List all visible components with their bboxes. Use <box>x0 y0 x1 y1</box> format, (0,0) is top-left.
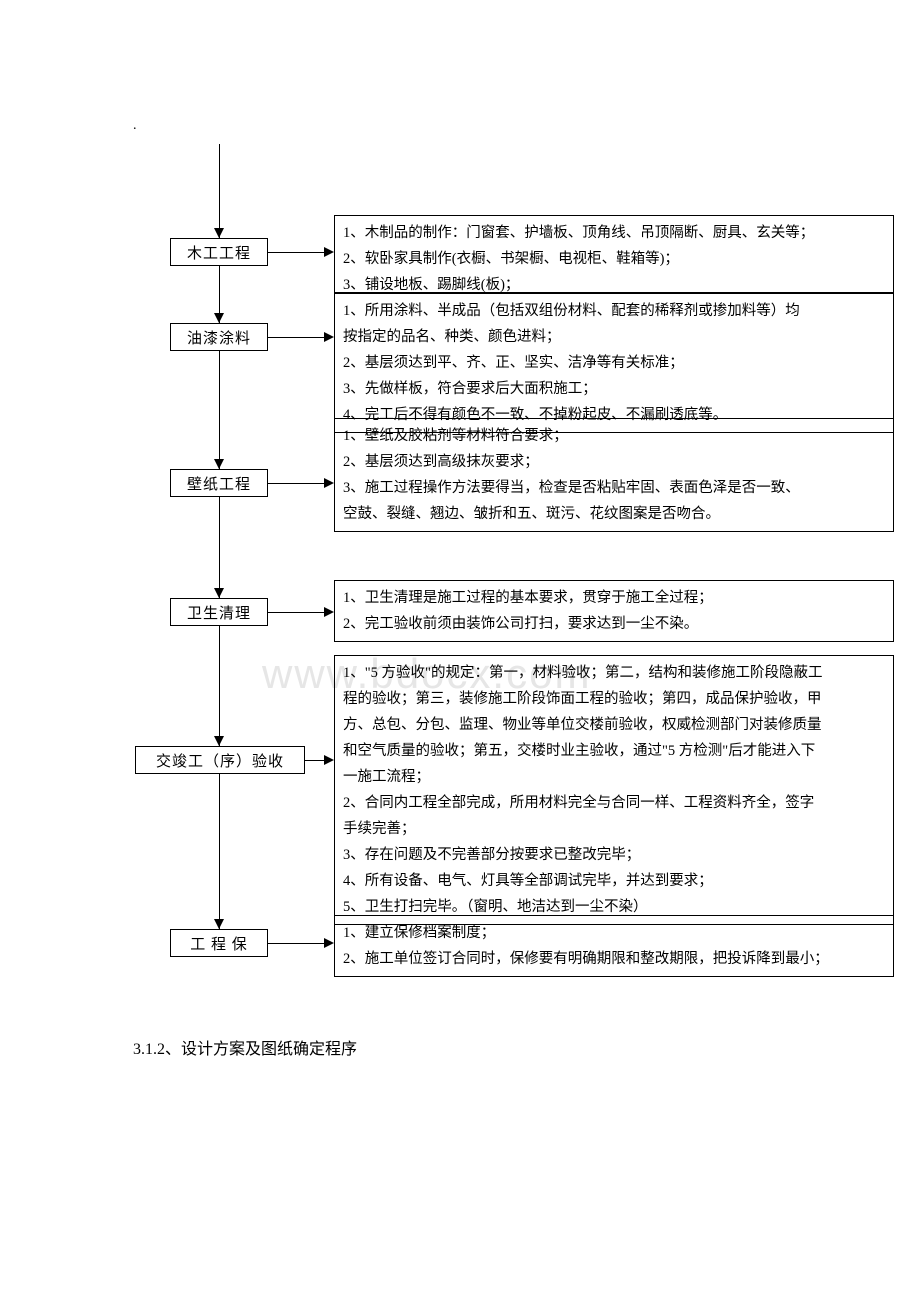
desc-line: 2、基层须达到平、齐、正、坚实、洁净等有关标准； <box>343 350 885 376</box>
arrow-right-6 <box>324 938 334 948</box>
desc-line: 4、所有设备、电气、灯具等全部调试完毕，并达到要求； <box>343 868 885 894</box>
desc-line: 和空气质量的验收；第五，交楼时业主验收，通过"5 方检测"后才能进入下 <box>343 738 885 764</box>
arrow-down-3 <box>214 459 224 469</box>
page: . www.bdocx.com 木工工程 油漆涂料 壁纸工程 卫生清理 交竣工（… <box>0 0 920 1302</box>
desc-line: 1、壁纸及胶粘剂等材料符合要求； <box>343 423 885 449</box>
desc-line: 程的验收；第三，装修施工阶段饰面工程的验收；第四，成品保护验收，甲 <box>343 686 885 712</box>
hconn-4 <box>268 612 324 613</box>
desc-line: 按指定的品名、种类、颜色进料； <box>343 324 885 350</box>
node-label: 工 程 保 <box>190 933 248 954</box>
hconn-6 <box>268 943 324 944</box>
desc-line: 一施工流程； <box>343 764 885 790</box>
arrow-down-2 <box>214 313 224 323</box>
node-paint: 油漆涂料 <box>170 323 268 351</box>
node-label: 交竣工（序）验收 <box>156 750 284 771</box>
desc-woodwork: 1、木制品的制作：门窗套、护墙板、顶角线、吊顶隔断、厨具、玄关等； 2、软卧家具… <box>334 215 894 293</box>
desc-line: 2、施工单位签订合同时，保修要有明确期限和整改期限，把投诉降到最小； <box>343 946 885 972</box>
desc-line: 3、先做样板，符合要求后大面积施工； <box>343 376 885 402</box>
desc-line: 2、基层须达到高级抹灰要求； <box>343 449 885 475</box>
desc-paint: 1、所用涂料、半成品（包括双组份材料、配套的稀释剂或掺加料等）均 按指定的品名、… <box>334 293 894 433</box>
desc-wallpaper: 1、壁纸及胶粘剂等材料符合要求； 2、基层须达到高级抹灰要求； 3、施工过程操作… <box>334 418 894 532</box>
desc-acceptance: 1、"5 方验收"的规定：第一，材料验收；第二，结构和装修施工阶段隐蔽工 程的验… <box>334 655 894 925</box>
hconn-1 <box>268 252 324 253</box>
hconn-2 <box>268 337 324 338</box>
arrow-down-6 <box>214 919 224 929</box>
node-label: 壁纸工程 <box>187 473 251 494</box>
desc-line: 1、卫生清理是施工过程的基本要求，贯穿于施工全过程； <box>343 585 885 611</box>
desc-line: 3、施工过程操作方法要得当，检查是否粘贴牢固、表面色泽是否一致、 <box>343 475 885 501</box>
node-label: 油漆涂料 <box>187 327 251 348</box>
desc-line: 3、存在问题及不完善部分按要求已整改完毕； <box>343 842 885 868</box>
arrow-down-4 <box>214 588 224 598</box>
arrow-right-5 <box>324 755 334 765</box>
desc-line: 2、完工验收前须由装饰公司打扫，要求达到一尘不染。 <box>343 611 885 637</box>
arrow-right-1 <box>324 247 334 257</box>
arrow-right-2 <box>324 332 334 342</box>
node-acceptance: 交竣工（序）验收 <box>135 746 305 774</box>
node-cleaning: 卫生清理 <box>170 598 268 626</box>
desc-line: 1、所用涂料、半成品（包括双组份材料、配套的稀释剂或掺加料等）均 <box>343 298 885 324</box>
node-label: 木工工程 <box>187 242 251 263</box>
desc-line: 手续完善； <box>343 816 885 842</box>
desc-line: 1、木制品的制作：门窗套、护墙板、顶角线、吊顶隔断、厨具、玄关等； <box>343 220 885 246</box>
desc-warranty: 1、建立保修档案制度； 2、施工单位签订合同时，保修要有明确期限和整改期限，把投… <box>334 915 894 977</box>
arrow-right-3 <box>324 478 334 488</box>
desc-line: 空鼓、裂缝、翘边、皱折和五、斑污、花纹图案是否吻合。 <box>343 501 885 527</box>
page-dot: . <box>133 118 137 134</box>
node-woodwork: 木工工程 <box>170 238 268 266</box>
hconn-5 <box>305 760 324 761</box>
node-wallpaper: 壁纸工程 <box>170 469 268 497</box>
node-label: 卫生清理 <box>187 602 251 623</box>
section-heading: 3.1.2、设计方案及图纸确定程序 <box>133 1035 357 1059</box>
desc-line: 2、软卧家具制作(衣橱、书架橱、电视柜、鞋箱等)； <box>343 246 885 272</box>
desc-cleaning: 1、卫生清理是施工过程的基本要求，贯穿于施工全过程； 2、完工验收前须由装饰公司… <box>334 580 894 642</box>
desc-line: 方、总包、分包、监理、物业等单位交楼前验收，权威检测部门对装修质量 <box>343 712 885 738</box>
hconn-3 <box>268 483 324 484</box>
arrow-down-1 <box>214 228 224 238</box>
node-warranty: 工 程 保 <box>170 929 268 957</box>
desc-line: 1、建立保修档案制度； <box>343 920 885 946</box>
arrow-right-4 <box>324 607 334 617</box>
desc-line: 2、合同内工程全部完成，所用材料完全与合同一样、工程资料齐全，签字 <box>343 790 885 816</box>
desc-line: 1、"5 方验收"的规定：第一，材料验收；第二，结构和装修施工阶段隐蔽工 <box>343 660 885 686</box>
arrow-down-5 <box>214 736 224 746</box>
